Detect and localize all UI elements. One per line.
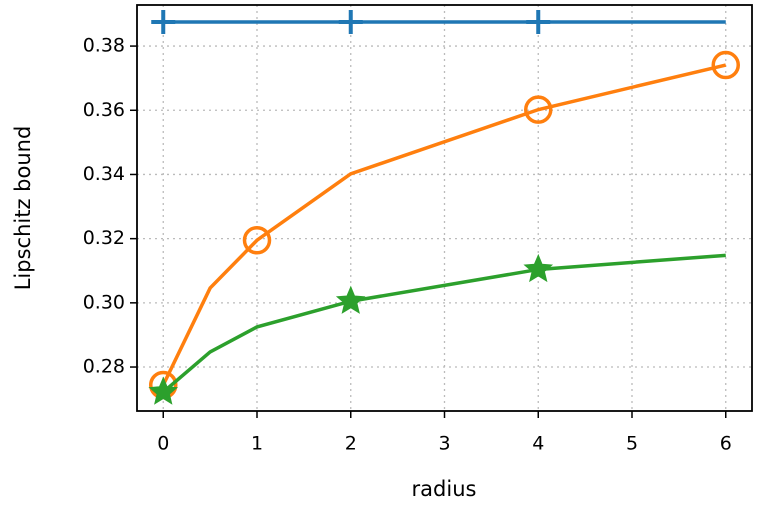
marker xyxy=(335,285,366,314)
x-tick-label: 1 xyxy=(251,433,263,455)
plot-frame xyxy=(136,4,753,412)
x-tick-label: 2 xyxy=(345,433,357,455)
x-tick-label: 6 xyxy=(720,433,732,455)
y-tick-label: 0.32 xyxy=(83,227,125,249)
y-tick-label: 0.30 xyxy=(83,291,125,313)
y-tick-label: 0.28 xyxy=(83,356,125,378)
marker xyxy=(242,226,272,255)
y-axis-label: Lipschitz bound xyxy=(11,126,35,291)
x-tick-label: 3 xyxy=(438,433,450,455)
x-tick-label: 4 xyxy=(532,433,544,455)
marker xyxy=(151,10,176,35)
marker xyxy=(711,50,740,80)
marker xyxy=(148,376,179,405)
series-line xyxy=(161,63,727,386)
x-tick-label: 5 xyxy=(626,433,638,455)
y-tick-label: 0.38 xyxy=(83,35,125,57)
x-axis-label: radius xyxy=(412,477,477,501)
marker xyxy=(526,10,551,35)
marker xyxy=(338,10,363,35)
y-tick-label: 0.36 xyxy=(83,99,125,121)
y-tick-label: 0.34 xyxy=(83,163,125,185)
x-tick-label: 0 xyxy=(157,433,169,455)
marker xyxy=(523,253,554,283)
series-line xyxy=(162,253,726,394)
marker xyxy=(524,95,553,124)
